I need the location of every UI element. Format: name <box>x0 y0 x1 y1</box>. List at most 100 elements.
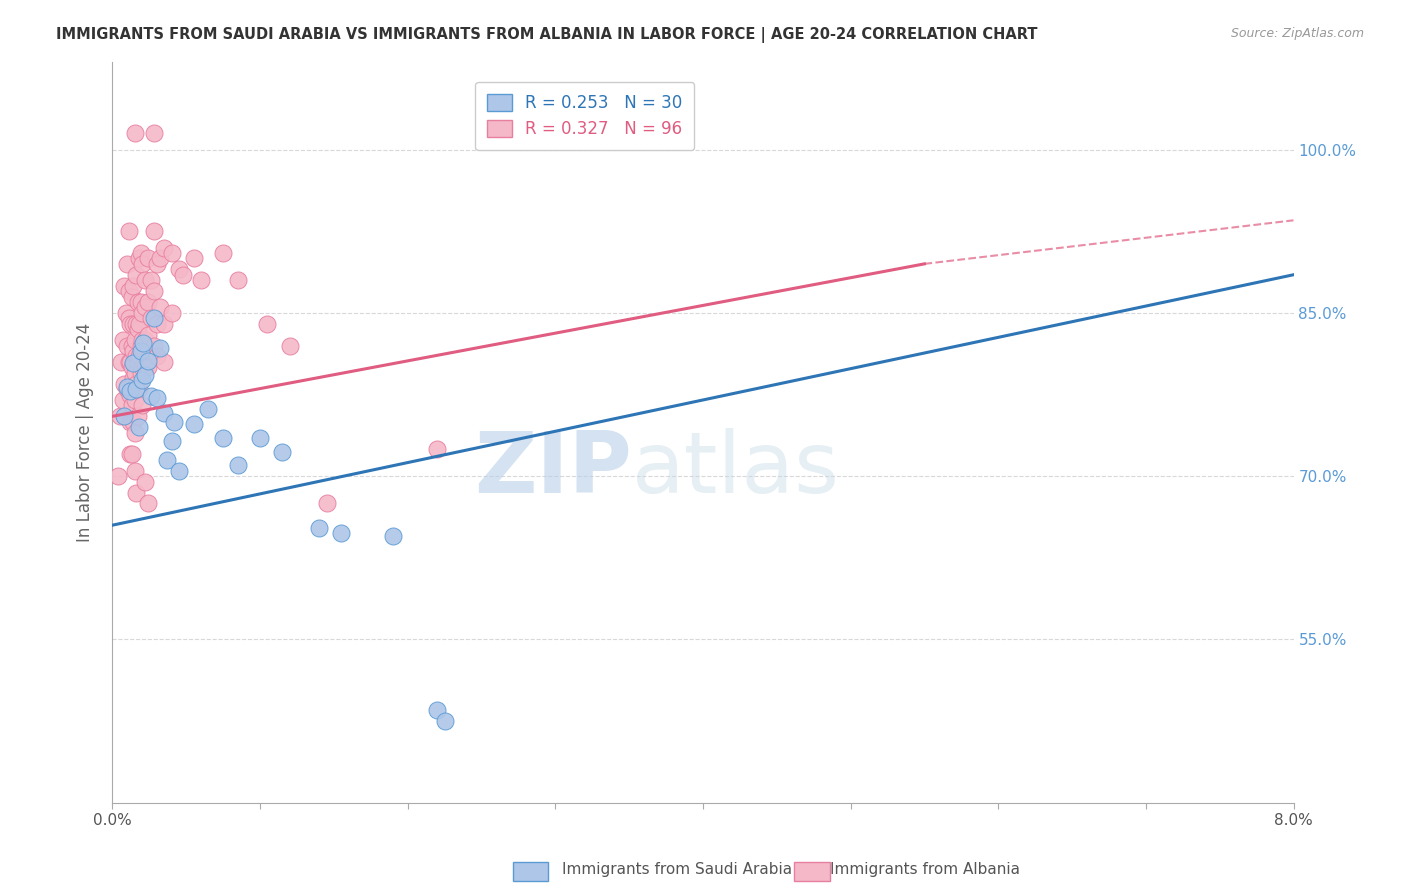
Point <box>574 131 596 145</box>
Point <box>146 257 169 271</box>
Point <box>153 406 176 420</box>
Point <box>278 338 301 352</box>
Point <box>139 311 162 326</box>
Point <box>142 224 165 238</box>
Point <box>131 398 153 412</box>
Point <box>131 257 153 271</box>
Point <box>142 284 165 298</box>
Point <box>136 327 159 342</box>
Point <box>149 301 172 315</box>
Point <box>117 257 138 271</box>
Point <box>136 295 159 310</box>
Point <box>183 252 205 266</box>
Point <box>121 289 143 303</box>
Point <box>108 409 131 424</box>
Point <box>134 301 156 315</box>
Point <box>131 360 153 375</box>
Point <box>117 382 138 396</box>
Point <box>124 392 146 407</box>
Point <box>172 268 194 282</box>
Point <box>124 464 146 478</box>
Point <box>114 306 136 320</box>
Point <box>124 333 146 347</box>
Point <box>129 295 152 310</box>
Point <box>160 306 183 320</box>
Point <box>139 389 162 403</box>
Point <box>153 240 176 255</box>
Point <box>110 355 132 369</box>
Point <box>426 703 449 717</box>
Text: Source: ZipAtlas.com: Source: ZipAtlas.com <box>1230 27 1364 40</box>
Point <box>120 415 142 429</box>
Point <box>112 278 135 293</box>
Point <box>134 368 156 382</box>
Point <box>127 355 149 369</box>
Point <box>153 355 176 369</box>
Point <box>122 356 145 370</box>
Y-axis label: In Labor Force | Age 20-24: In Labor Force | Age 20-24 <box>76 323 94 542</box>
Point <box>128 382 150 396</box>
Legend: R = 0.253   N = 30, R = 0.327   N = 96: R = 0.253 N = 30, R = 0.327 N = 96 <box>475 82 695 150</box>
Point <box>212 431 235 445</box>
Point <box>107 469 129 483</box>
Point <box>426 442 449 456</box>
Text: Immigrants from Albania: Immigrants from Albania <box>830 863 1019 877</box>
Point <box>118 311 141 326</box>
Point <box>118 224 141 238</box>
Point <box>127 409 149 424</box>
Point <box>121 338 143 352</box>
Point <box>134 360 156 375</box>
Point <box>128 350 150 364</box>
Point <box>125 317 148 331</box>
Point <box>121 398 143 412</box>
Point <box>132 336 155 351</box>
Point <box>142 338 165 352</box>
Point <box>136 252 159 266</box>
Text: ZIP: ZIP <box>474 428 633 511</box>
Point <box>111 392 134 407</box>
Text: atlas: atlas <box>633 428 841 511</box>
Point <box>129 246 152 260</box>
Point <box>122 317 145 331</box>
Point <box>146 391 169 405</box>
Point <box>330 525 353 540</box>
Point <box>120 355 142 369</box>
Point <box>122 371 145 385</box>
Point <box>433 714 456 728</box>
Point <box>112 376 135 391</box>
Point <box>149 252 172 266</box>
Point <box>122 278 145 293</box>
Point <box>153 317 176 331</box>
Text: Immigrants from Saudi Arabia: Immigrants from Saudi Arabia <box>562 863 793 877</box>
Point <box>124 425 146 440</box>
Point <box>129 343 152 358</box>
Point <box>128 252 150 266</box>
Point <box>131 333 153 347</box>
Point <box>129 366 152 380</box>
Point <box>124 126 146 140</box>
Point <box>111 333 134 347</box>
Point <box>118 284 141 298</box>
Point <box>271 445 294 459</box>
Point <box>120 387 142 401</box>
Point <box>256 317 278 331</box>
Point <box>134 333 156 347</box>
Point <box>160 434 183 449</box>
Point <box>121 360 143 375</box>
Point <box>120 447 142 461</box>
Point <box>136 496 159 510</box>
Point <box>131 373 153 387</box>
Point <box>156 453 179 467</box>
Point <box>128 317 150 331</box>
Point <box>226 273 249 287</box>
Point <box>125 350 148 364</box>
Point <box>226 458 249 473</box>
Point <box>308 521 330 535</box>
Point <box>190 273 212 287</box>
Point <box>112 409 135 424</box>
Point <box>183 417 205 431</box>
Point <box>146 350 169 364</box>
Point <box>127 295 149 310</box>
Point <box>142 126 165 140</box>
Point <box>381 529 405 543</box>
